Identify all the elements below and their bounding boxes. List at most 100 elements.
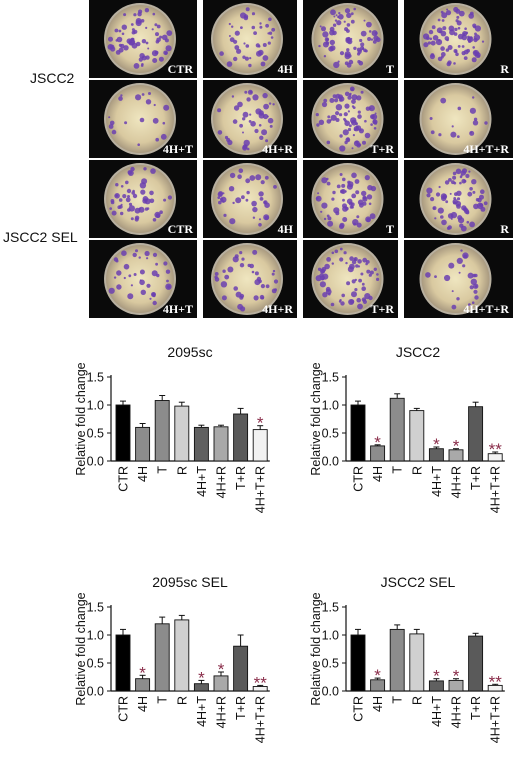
bar [233, 645, 249, 692]
significance-marker: * [433, 667, 440, 686]
well-tile: 4H+T+R [404, 240, 513, 318]
significance-marker: * [374, 433, 381, 452]
well-tile: 4H+T+R [404, 80, 513, 158]
x-tick-label: T+R [469, 466, 483, 490]
x-tick-label: 4H+T [430, 466, 444, 497]
y-tick-label: 0.0 [322, 455, 339, 469]
significance-marker: ** [489, 440, 503, 459]
well-label: CTR [168, 62, 194, 76]
chart-title: JSCC2 SEL [381, 574, 456, 590]
well-tile: 4H+R [203, 240, 297, 318]
y-tick-label: 0.0 [322, 685, 339, 699]
bar [193, 426, 209, 462]
row-label-jscc2: JSCC2 [30, 70, 75, 86]
x-tick-label: T [156, 466, 170, 474]
x-tick-label: 4H+T [430, 696, 444, 727]
bar [468, 635, 484, 692]
x-tick-label: 4H+T+R [254, 466, 268, 513]
bar [252, 429, 268, 462]
bar [213, 426, 229, 462]
y-tick-label: 1.0 [87, 629, 104, 643]
well-label: R [500, 222, 509, 236]
bar [389, 628, 405, 692]
well-label: 4H [278, 222, 294, 236]
row-label-jscc2-sel: JSCC2 SEL [3, 229, 78, 245]
well-tile: 4H+T [89, 240, 197, 318]
bar [487, 453, 503, 462]
well-tile: T [303, 160, 398, 238]
well-label: T+R [370, 302, 394, 316]
x-tick-label: T [156, 696, 170, 704]
chart-title: 2095sc [167, 344, 212, 360]
bar [389, 397, 405, 462]
bar [468, 406, 484, 462]
chart-jscc2-sel: JSCC2 SEL Relative fold change 0.0 0.5 1.0 1.… [305, 570, 520, 755]
well-tile: 4H+T [89, 80, 197, 158]
chart-title: JSCC2 [396, 344, 441, 360]
colony-well-images: CTR 4H T R 4H+T 4H+R T+R 4H+T+R CTR 4H T R 4H+T 4H+R T… [89, 0, 513, 318]
y-tick-label: 0.5 [87, 427, 104, 441]
x-tick-label: 4H+R [450, 466, 464, 498]
x-tick-label: 4H+T+R [489, 696, 503, 743]
x-tick-label: 4H [136, 466, 150, 482]
well-label: 4H [278, 62, 294, 76]
bar [448, 679, 464, 692]
bar [193, 683, 209, 692]
well-tile: CTR [89, 160, 197, 238]
x-tick-label: R [175, 696, 189, 705]
y-axis-label: Relative fold change [74, 592, 88, 705]
bar [135, 426, 151, 462]
y-axis-label: Relative fold change [309, 592, 323, 705]
well-label: 4H+T+R [463, 142, 509, 156]
significance-marker: * [198, 668, 205, 687]
bar [135, 678, 151, 692]
y-tick-label: 0.5 [322, 657, 339, 671]
well-label: R [500, 62, 509, 76]
significance-marker: * [139, 663, 146, 682]
y-tick-label: 1.5 [322, 601, 339, 615]
x-tick-label: 4H+R [450, 696, 464, 728]
chart-jscc2: JSCC2 Relative fold change 0.0 0.5 1.0 1.5 CTR… [305, 340, 520, 525]
x-tick-label: T [391, 466, 405, 474]
x-tick-label: T+R [234, 696, 248, 720]
significance-marker: ** [254, 673, 268, 692]
x-tick-label: R [410, 466, 424, 475]
y-tick-label: 0.0 [87, 685, 104, 699]
well-label: T [386, 62, 394, 76]
colony-well-grid: CTR 4H T R 4H+T 4H+R T+R 4H+T+R CTR 4H T R 4H+T 4H+R T… [0, 0, 520, 330]
bar [233, 413, 249, 462]
bar [409, 410, 425, 462]
well-label: 4H+T [163, 302, 193, 316]
x-tick-label: 4H+T [195, 466, 209, 497]
y-tick-label: 1.5 [87, 601, 104, 615]
well-tile: 4H+R [203, 80, 297, 158]
bar [409, 633, 425, 692]
x-tick-label: CTR [352, 696, 366, 722]
well-label: 4H+T [163, 142, 193, 156]
bar [154, 623, 170, 692]
y-axis-label: Relative fold change [309, 362, 323, 475]
x-tick-label: 4H+R [215, 696, 229, 728]
well-label: 4H+R [262, 142, 293, 156]
x-tick-label: 4H+T+R [254, 696, 268, 743]
x-tick-label: 4H [371, 696, 385, 712]
x-tick-label: 4H+T+R [489, 466, 503, 513]
well-label: 4H+T+R [463, 302, 509, 316]
x-tick-label: CTR [117, 466, 131, 492]
well-label: 4H+R [262, 302, 293, 316]
well-tile: T+R [303, 80, 398, 158]
x-tick-label: R [175, 466, 189, 475]
well-tile: R [404, 0, 513, 78]
y-tick-label: 0.5 [87, 657, 104, 671]
bar [174, 405, 190, 462]
well-tile: T+R [303, 240, 398, 318]
x-tick-label: CTR [352, 466, 366, 492]
bar [350, 404, 366, 462]
y-axis-label: Relative fold change [74, 362, 88, 475]
x-tick-label: T+R [469, 696, 483, 720]
significance-marker: * [374, 666, 381, 685]
bar [154, 400, 170, 462]
well-label: CTR [168, 222, 194, 236]
bar [115, 634, 131, 692]
y-tick-label: 1.0 [322, 629, 339, 643]
